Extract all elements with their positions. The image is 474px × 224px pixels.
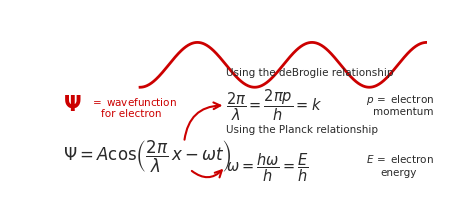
Text: for electron: for electron [101,109,162,119]
Text: $\Psi = A\cos\!\left(\dfrac{2\pi}{\lambda}\,x - \omega t\right)$: $\Psi = A\cos\!\left(\dfrac{2\pi}{\lambd… [63,139,232,175]
Text: $p\,=$ electron: $p\,=$ electron [366,93,434,107]
Text: energy: energy [381,168,417,178]
Text: Using the deBroglie relationship: Using the deBroglie relationship [227,69,394,78]
Text: Using the Planck relationship: Using the Planck relationship [227,125,378,135]
Text: $\mathbf{\Psi}$: $\mathbf{\Psi}$ [63,95,82,115]
Text: $=$ wavefunction: $=$ wavefunction [91,96,177,108]
Text: $\omega = \dfrac{h\omega}{h} = \dfrac{E}{h}$: $\omega = \dfrac{h\omega}{h} = \dfrac{E}… [227,151,309,184]
Text: momentum: momentum [374,107,434,117]
Text: $\dfrac{2\pi}{\lambda} = \dfrac{2\pi p}{h} = k$: $\dfrac{2\pi}{\lambda} = \dfrac{2\pi p}{… [227,88,322,123]
Text: $E\,=$ electron: $E\,=$ electron [366,153,434,165]
